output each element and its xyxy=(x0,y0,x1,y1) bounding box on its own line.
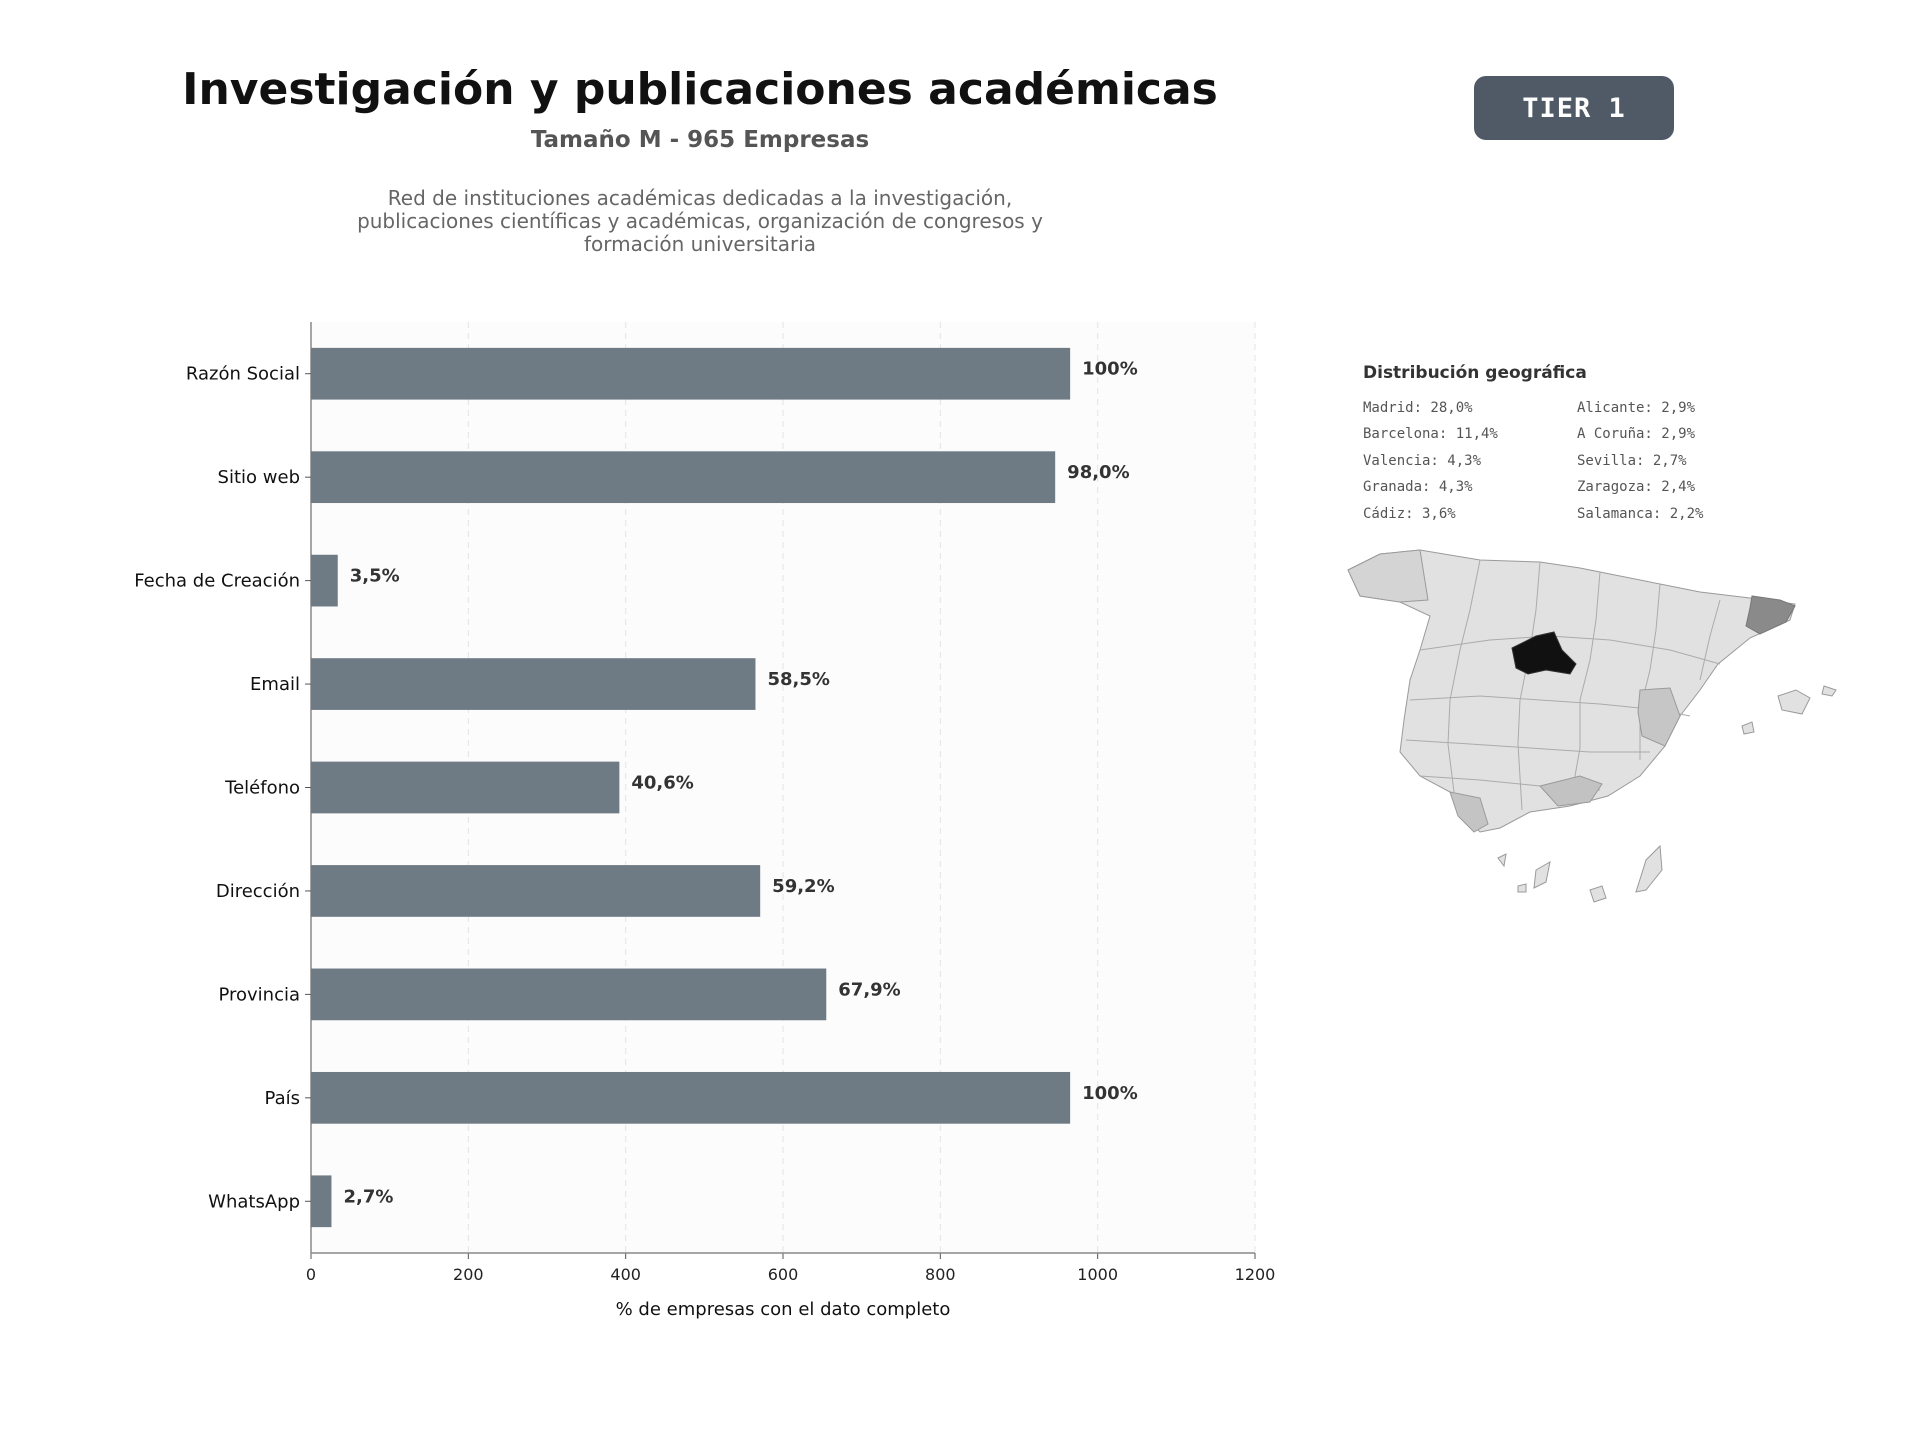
page-title: Investigación y publicaciones académicas xyxy=(182,64,1218,115)
tier-badge: TIER 1 xyxy=(1474,76,1674,140)
y-tick-label: País xyxy=(265,1088,300,1109)
description-line: publicaciones científicas y académicas, … xyxy=(357,209,1043,233)
canary-island xyxy=(1497,853,1507,868)
x-tick-label: 400 xyxy=(610,1265,641,1284)
canary-island xyxy=(1533,861,1551,889)
bar xyxy=(311,865,761,917)
y-tick-label: Razón Social xyxy=(186,364,300,385)
bar xyxy=(311,347,1071,400)
bar xyxy=(311,1071,1071,1124)
bar xyxy=(311,968,827,1021)
x-tick-label: 1200 xyxy=(1235,1265,1276,1284)
x-tick-label: 200 xyxy=(453,1265,484,1284)
description: Red de instituciones académicas dedicada… xyxy=(340,187,1060,256)
y-tick-label: Provincia xyxy=(218,984,300,1005)
bar xyxy=(311,1175,332,1228)
geo-item: Salamanca: 2,2% xyxy=(1577,506,1704,522)
y-tick-label: Sitio web xyxy=(218,467,300,488)
data-label: 67,9% xyxy=(838,979,900,1000)
bar xyxy=(311,761,620,814)
geo-item: Barcelona: 11,4% xyxy=(1363,426,1498,442)
geo-item: Cádiz: 3,6% xyxy=(1363,506,1456,522)
bar xyxy=(311,451,1056,504)
x-axis-label: % de empresas con el dato completo xyxy=(616,1299,951,1320)
y-tick-label: WhatsApp xyxy=(208,1191,300,1212)
geo-item: Sevilla: 2,7% xyxy=(1577,453,1687,469)
data-label: 40,6% xyxy=(631,773,693,794)
balearic-island xyxy=(1741,721,1755,735)
barcelona-region xyxy=(1745,595,1796,635)
data-label: 59,2% xyxy=(772,876,834,897)
spain-map xyxy=(1347,549,1837,903)
canary-island xyxy=(1635,844,1663,893)
geo-title: Distribución geográfica xyxy=(1363,363,1587,383)
data-label: 100% xyxy=(1082,359,1138,380)
page-subtitle: Tamaño M - 965 Empresas xyxy=(530,127,870,153)
geo-item: Valencia: 4,3% xyxy=(1363,453,1482,469)
madrid-region xyxy=(1511,631,1577,675)
y-tick-label: Dirección xyxy=(216,881,300,902)
galicia-region xyxy=(1347,549,1429,603)
geo-item: Alicante: 2,9% xyxy=(1577,400,1696,416)
cadiz-region xyxy=(1449,791,1489,833)
canary-island xyxy=(1517,883,1527,893)
geo-item: Zaragoza: 2,4% xyxy=(1577,479,1696,495)
x-tick-label: 600 xyxy=(768,1265,799,1284)
data-label: 98,0% xyxy=(1067,462,1129,483)
y-tick-label: Email xyxy=(250,674,300,695)
data-label: 100% xyxy=(1082,1083,1138,1104)
y-tick-label: Teléfono xyxy=(224,778,300,799)
y-tick-label: Fecha de Creación xyxy=(134,571,300,592)
balearic-island xyxy=(1821,685,1837,697)
x-tick-label: 800 xyxy=(925,1265,956,1284)
x-tick-label: 1000 xyxy=(1077,1265,1118,1284)
geo-item: Madrid: 28,0% xyxy=(1363,400,1473,416)
bar xyxy=(311,554,338,607)
geo-item: Granada: 4,3% xyxy=(1363,479,1473,495)
bar-chart: 0 200 400 600 800 1000 1200 Razón Social 100% Sit… xyxy=(134,322,1276,1320)
granada-region xyxy=(1539,775,1603,807)
description-line: formación universitaria xyxy=(583,232,817,256)
canary-island xyxy=(1589,885,1607,903)
data-label: 3,5% xyxy=(350,566,400,587)
data-label: 58,5% xyxy=(767,669,829,690)
balearic-island xyxy=(1777,689,1811,715)
valencia-region xyxy=(1637,687,1681,747)
geo-item: A Coruña: 2,9% xyxy=(1577,426,1696,442)
bar xyxy=(311,658,756,710)
data-label: 2,7% xyxy=(343,1186,393,1207)
description-line: Red de instituciones académicas dedicada… xyxy=(387,186,1013,210)
x-tick-label: 0 xyxy=(306,1265,316,1284)
